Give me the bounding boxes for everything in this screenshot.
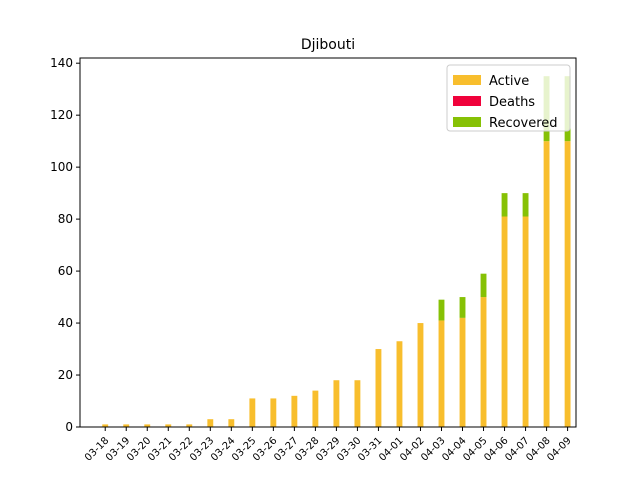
bar-active-03-23 xyxy=(207,419,214,427)
bar-recovered-04-06 xyxy=(501,193,508,217)
legend-swatch-active xyxy=(453,75,481,85)
y-tick-label: 100 xyxy=(50,160,73,174)
y-tick-label: 40 xyxy=(58,316,73,330)
bar-active-03-24 xyxy=(228,419,235,427)
bar-active-03-22 xyxy=(186,424,193,427)
bar-active-04-06 xyxy=(501,216,508,427)
bar-active-04-01 xyxy=(396,341,403,427)
y-axis: 0 20 40 60 80 100 120 140 xyxy=(50,56,80,434)
bar-active-03-19 xyxy=(123,424,130,427)
bar-active-03-18 xyxy=(102,424,109,427)
bar-active-03-21 xyxy=(165,424,172,427)
bar-active-03-29 xyxy=(333,380,340,427)
chart-title: Djibouti xyxy=(301,37,355,53)
legend-label-active: Active xyxy=(489,74,529,89)
bar-recovered-04-07 xyxy=(522,193,529,217)
x-tick-label: 04-09 xyxy=(545,435,573,463)
y-tick-label: 120 xyxy=(50,108,73,122)
bar-recovered-04-05 xyxy=(480,273,487,298)
bar-active-03-28 xyxy=(312,390,319,427)
legend-swatch-deaths xyxy=(453,96,481,106)
bar-active-03-30 xyxy=(354,380,361,427)
bar-active-04-09 xyxy=(564,141,571,427)
bar-active-03-20 xyxy=(144,424,151,427)
bar-active-04-07 xyxy=(522,216,529,427)
plot-area-frame xyxy=(79,57,577,428)
legend: Active Deaths Recovered xyxy=(446,64,571,132)
y-tick-label: 140 xyxy=(50,56,73,70)
y-tick-label: 60 xyxy=(58,264,73,278)
bar-active-04-04 xyxy=(459,317,466,427)
bar-active-03-26 xyxy=(270,398,277,427)
bar-recovered-04-04 xyxy=(459,297,466,318)
legend-swatch-recovered xyxy=(453,117,481,127)
bar-active-04-02 xyxy=(417,323,424,427)
y-tick-label: 80 xyxy=(58,212,73,226)
bar-active-03-27 xyxy=(291,395,298,427)
bar-active-04-08 xyxy=(543,141,550,427)
bar-active-04-05 xyxy=(480,297,487,427)
bar-active-03-25 xyxy=(249,398,256,427)
bar-active-04-03 xyxy=(438,320,445,427)
legend-label-deaths: Deaths xyxy=(489,95,535,110)
y-tick-label: 0 xyxy=(65,420,73,434)
legend-label-recovered: Recovered xyxy=(489,116,558,131)
x-axis: 03-1803-1903-2003-2103-2203-2303-2403-25… xyxy=(83,427,574,464)
y-tick-label: 20 xyxy=(58,368,73,382)
bar-recovered-04-03 xyxy=(438,299,445,321)
bar-active-03-31 xyxy=(375,349,382,427)
